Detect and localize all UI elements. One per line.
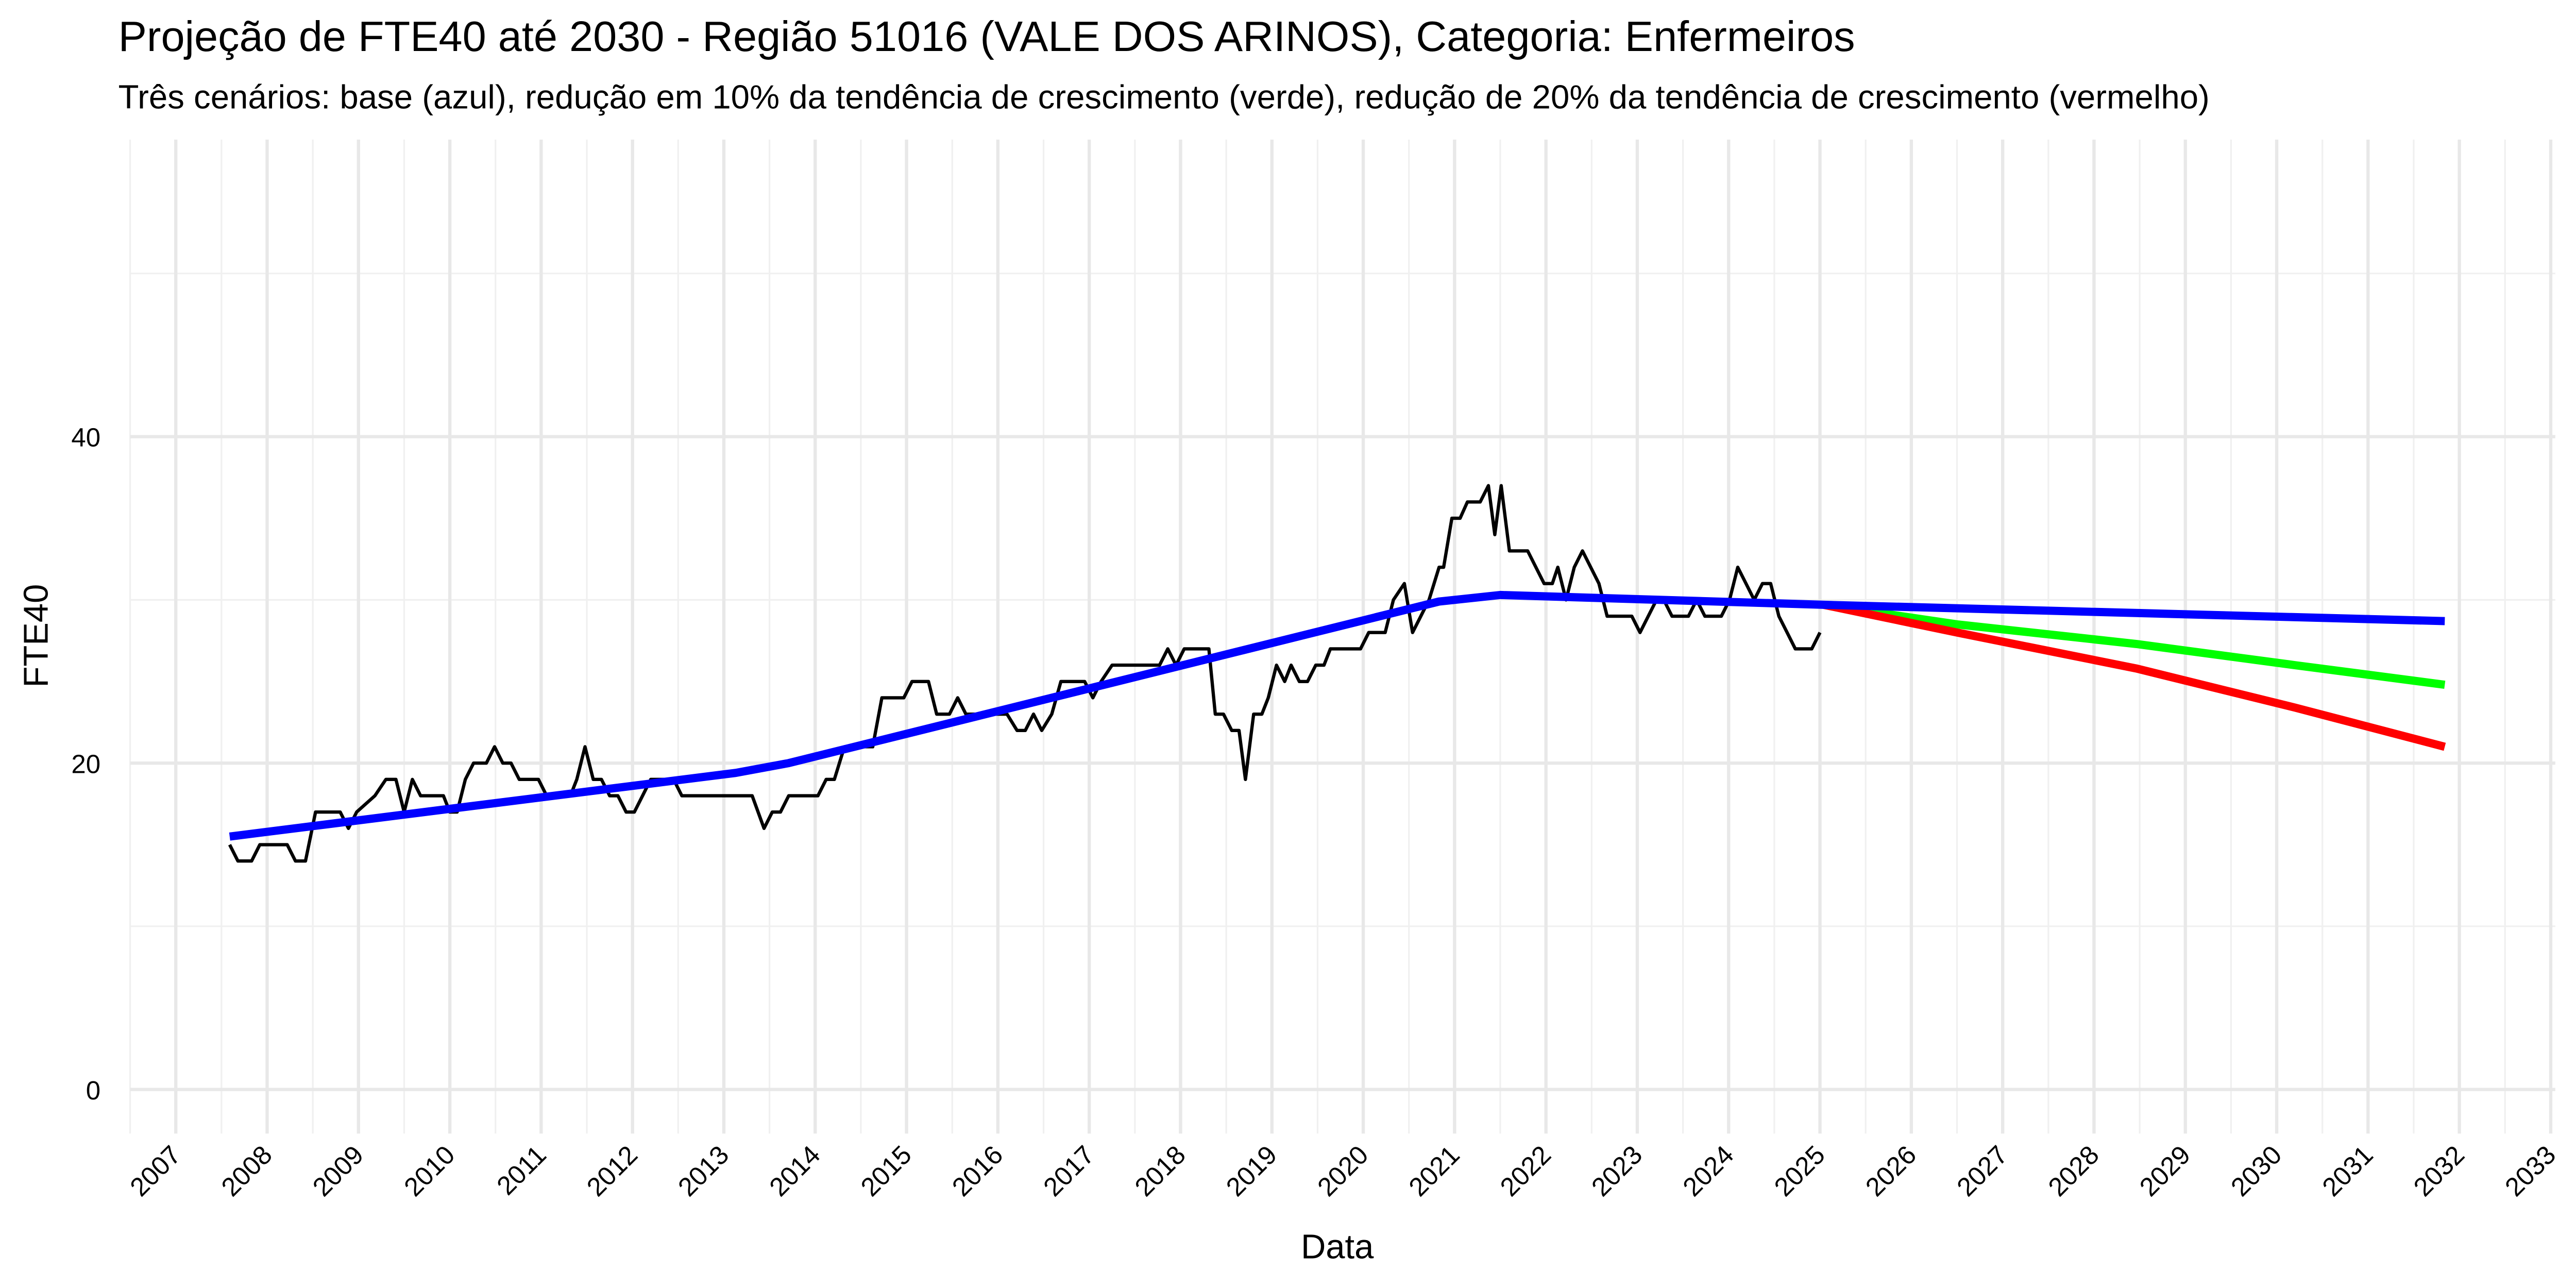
y-tick-label: 40 (71, 423, 100, 452)
grid (129, 140, 2555, 1134)
series-line (1823, 600, 2446, 689)
x-axis-label: Data (1301, 1228, 1374, 1266)
series-line (1823, 601, 2446, 751)
y-tick-label: 20 (71, 749, 100, 778)
y-axis-label: FTE40 (16, 584, 55, 688)
chart-title: Projeção de FTE40 até 2030 - Região 5101… (118, 12, 1855, 60)
y-tick-label: 0 (86, 1076, 100, 1105)
series-line (228, 484, 1822, 863)
plot-area (228, 484, 2446, 863)
chart-subtitle: Três cenários: base (azul), redução em 1… (118, 78, 2210, 115)
series-line (229, 590, 2445, 841)
